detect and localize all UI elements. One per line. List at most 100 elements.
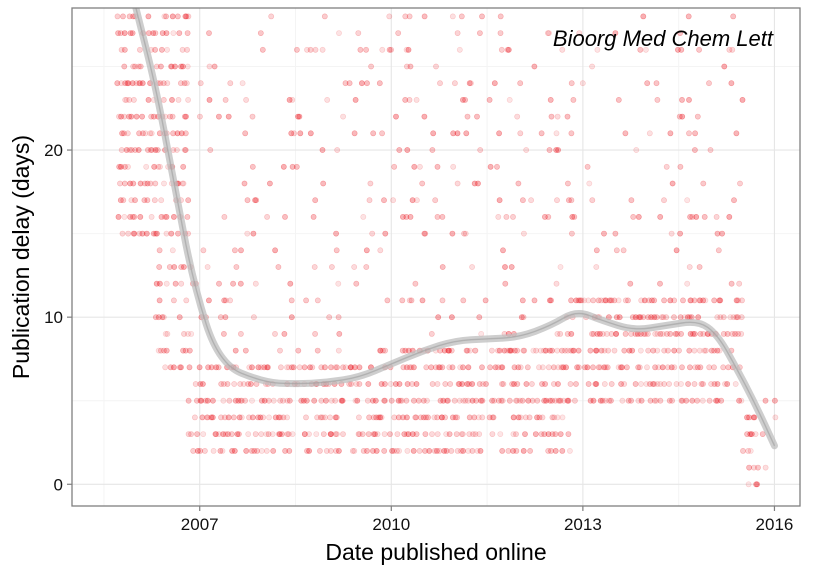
scatter-point (145, 13, 152, 20)
scatter-point (121, 30, 128, 36)
scatter-point (303, 397, 310, 404)
scatter-point (506, 97, 513, 103)
scatter-point (476, 431, 483, 437)
scatter-point (733, 130, 740, 137)
scatter-point (661, 347, 668, 354)
scatter-point (476, 314, 483, 321)
scatter-point (476, 30, 483, 36)
scatter-point (533, 347, 539, 354)
scatter-point (567, 381, 574, 387)
scatter-point (406, 364, 413, 371)
scatter-point (402, 347, 409, 354)
scatter-point (237, 381, 244, 387)
scatter-point (355, 414, 362, 421)
scatter-point (604, 330, 610, 337)
scatter-point (651, 314, 658, 321)
scatter-point (700, 330, 707, 337)
scatter-point (456, 381, 463, 387)
scatter-point (163, 347, 170, 354)
scatter-point (408, 364, 415, 371)
scatter-point (424, 397, 430, 404)
scatter-point (569, 230, 575, 237)
scatter-point (284, 397, 291, 404)
scatter-point (200, 431, 207, 437)
scatter-point (132, 147, 139, 153)
scatter-point (462, 97, 468, 103)
scatter-point (531, 297, 538, 304)
scatter-point (549, 397, 556, 404)
scatter-point (386, 13, 393, 20)
scatter-point (454, 447, 461, 454)
scatter-point (553, 147, 560, 153)
scatter-point (606, 397, 612, 404)
scatter-point (716, 347, 723, 354)
scatter-point (183, 297, 190, 304)
scatter-point (711, 297, 718, 304)
scatter-point (128, 147, 135, 153)
scatter-point (333, 230, 339, 237)
scatter-point (185, 197, 192, 204)
scatter-point (206, 97, 213, 103)
scatter-point (365, 381, 372, 387)
scatter-point (351, 364, 358, 371)
scatter-point (517, 414, 524, 421)
scatter-point (137, 63, 144, 70)
scatter-point (717, 297, 723, 304)
scatter-point (351, 264, 358, 270)
scatter-point (277, 414, 284, 421)
scatter-point (288, 130, 295, 137)
scatter-point (496, 197, 503, 204)
scatter-point (181, 80, 188, 87)
scatter-point (637, 314, 644, 321)
scatter-point (178, 264, 185, 270)
scatter-point (738, 330, 745, 337)
scatter-point (449, 13, 456, 20)
scatter-point (182, 147, 189, 153)
scatter-point (369, 230, 376, 237)
scatter-point (322, 364, 329, 371)
scatter-point (745, 447, 752, 454)
scatter-point (480, 381, 486, 387)
scatter-point (156, 297, 163, 304)
scatter-point (494, 347, 501, 354)
scatter-point (680, 297, 686, 304)
scatter-point (316, 447, 323, 454)
scatter-point (360, 213, 367, 220)
scatter-point (226, 397, 233, 404)
scatter-point (121, 130, 127, 137)
scatter-point (124, 80, 131, 87)
scatter-point (118, 46, 125, 53)
journal-annotation: Bioorg Med Chem Lett (553, 26, 774, 51)
scatter-point (121, 63, 128, 70)
scatter-point (557, 397, 564, 404)
scatter-point (720, 364, 727, 371)
scatter-point (243, 447, 250, 454)
scatter-point (279, 431, 285, 437)
scatter-point (130, 63, 137, 70)
scatter-point (715, 247, 722, 254)
scatter-point (161, 13, 168, 20)
scatter-point (687, 330, 694, 337)
scatter-point (183, 13, 190, 20)
scatter-point (158, 197, 165, 204)
scatter-point (174, 130, 181, 137)
scatter-point (563, 364, 569, 371)
scatter-point (367, 180, 374, 187)
scatter-point (691, 297, 698, 304)
scatter-point (597, 364, 604, 371)
scatter-point (238, 397, 244, 404)
scatter-point (597, 397, 604, 404)
scatter-point (275, 431, 282, 437)
scatter-point (425, 414, 431, 421)
scatter-point (687, 213, 693, 220)
scatter-point (733, 297, 740, 304)
scatter-point (162, 364, 169, 371)
scatter-point (562, 347, 568, 354)
scatter-point (182, 13, 189, 20)
scatter-point (451, 397, 458, 404)
scatter-point (319, 414, 326, 421)
scatter-point (601, 297, 607, 304)
scatter-point (168, 230, 175, 237)
scatter-point (242, 130, 249, 137)
scatter-point (473, 397, 480, 404)
